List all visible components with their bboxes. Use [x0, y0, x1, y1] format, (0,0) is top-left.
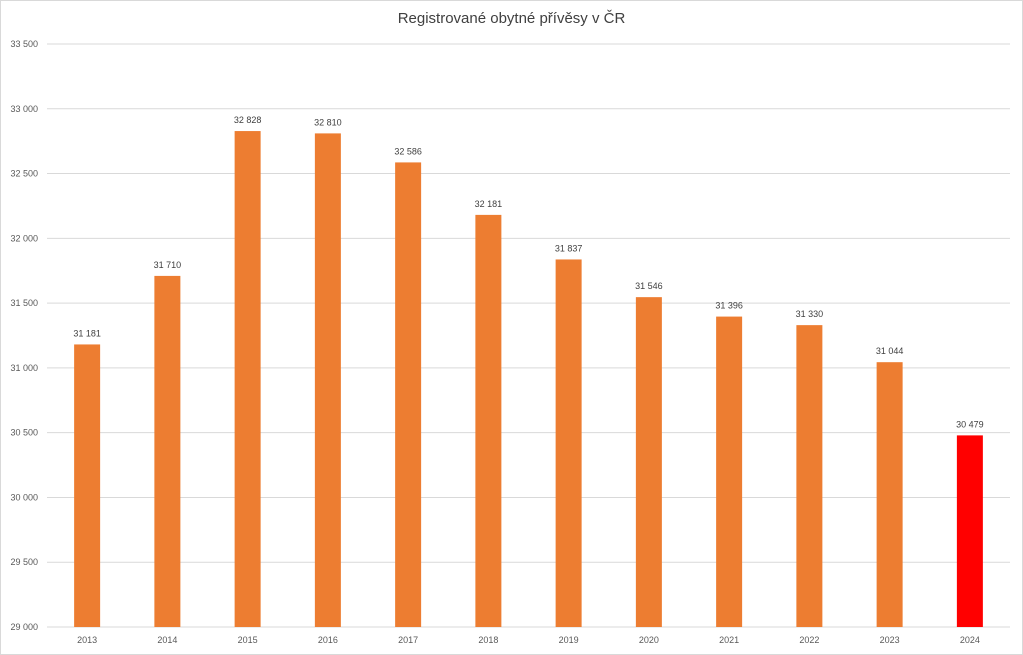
chart-title: Registrované obytné přívěsy v ČR: [397, 10, 626, 27]
bar-2020: [635, 297, 662, 627]
data-label: 31 396: [715, 301, 743, 311]
bar-2014: [154, 275, 181, 627]
data-label: 31 710: [154, 260, 182, 270]
x-tick-label: 2018: [478, 635, 498, 645]
bar-2017: [395, 162, 422, 628]
y-tick-label: 29 500: [10, 557, 38, 567]
bar-2024: [956, 435, 983, 627]
bar-2021: [716, 316, 743, 627]
bar-2018: [475, 214, 502, 627]
bar-2022: [796, 325, 823, 627]
data-label: 32 828: [234, 115, 262, 125]
y-tick-label: 30 500: [10, 428, 38, 438]
bar-2023: [876, 362, 903, 627]
x-tick-label: 2020: [639, 635, 659, 645]
x-tick-label: 2017: [398, 635, 418, 645]
y-tick-label: 31 500: [10, 298, 38, 308]
data-label: 31 044: [876, 346, 904, 356]
y-tick-label: 33 000: [10, 104, 38, 114]
x-tick-label: 2014: [157, 635, 177, 645]
bar-2016: [314, 133, 341, 628]
y-tick-label: 33 500: [10, 39, 38, 49]
x-tick-label: 2013: [77, 635, 97, 645]
y-tick-label: 30 000: [10, 492, 38, 502]
y-tick-label: 32 000: [10, 233, 38, 243]
data-label: 30 479: [956, 419, 984, 429]
bar-2015: [234, 131, 261, 627]
x-tick-label: 2019: [559, 635, 579, 645]
data-label: 31 546: [635, 281, 663, 291]
data-label: 32 810: [314, 117, 342, 127]
data-label: 31 181: [73, 328, 101, 338]
bar-2013: [74, 344, 101, 627]
bar-2019: [555, 259, 582, 627]
data-label: 31 837: [555, 243, 583, 253]
y-tick-label: 32 500: [10, 169, 38, 179]
data-label: 32 181: [475, 199, 503, 209]
x-tick-label: 2023: [880, 635, 900, 645]
x-tick-label: 2024: [960, 635, 980, 645]
data-label: 32 586: [394, 146, 422, 156]
x-tick-label: 2016: [318, 635, 338, 645]
y-tick-label: 31 000: [10, 363, 38, 373]
data-label: 31 330: [796, 309, 824, 319]
x-tick-label: 2021: [719, 635, 739, 645]
y-tick-label: 29 000: [10, 622, 38, 632]
x-tick-label: 2022: [799, 635, 819, 645]
x-tick-label: 2015: [238, 635, 258, 645]
